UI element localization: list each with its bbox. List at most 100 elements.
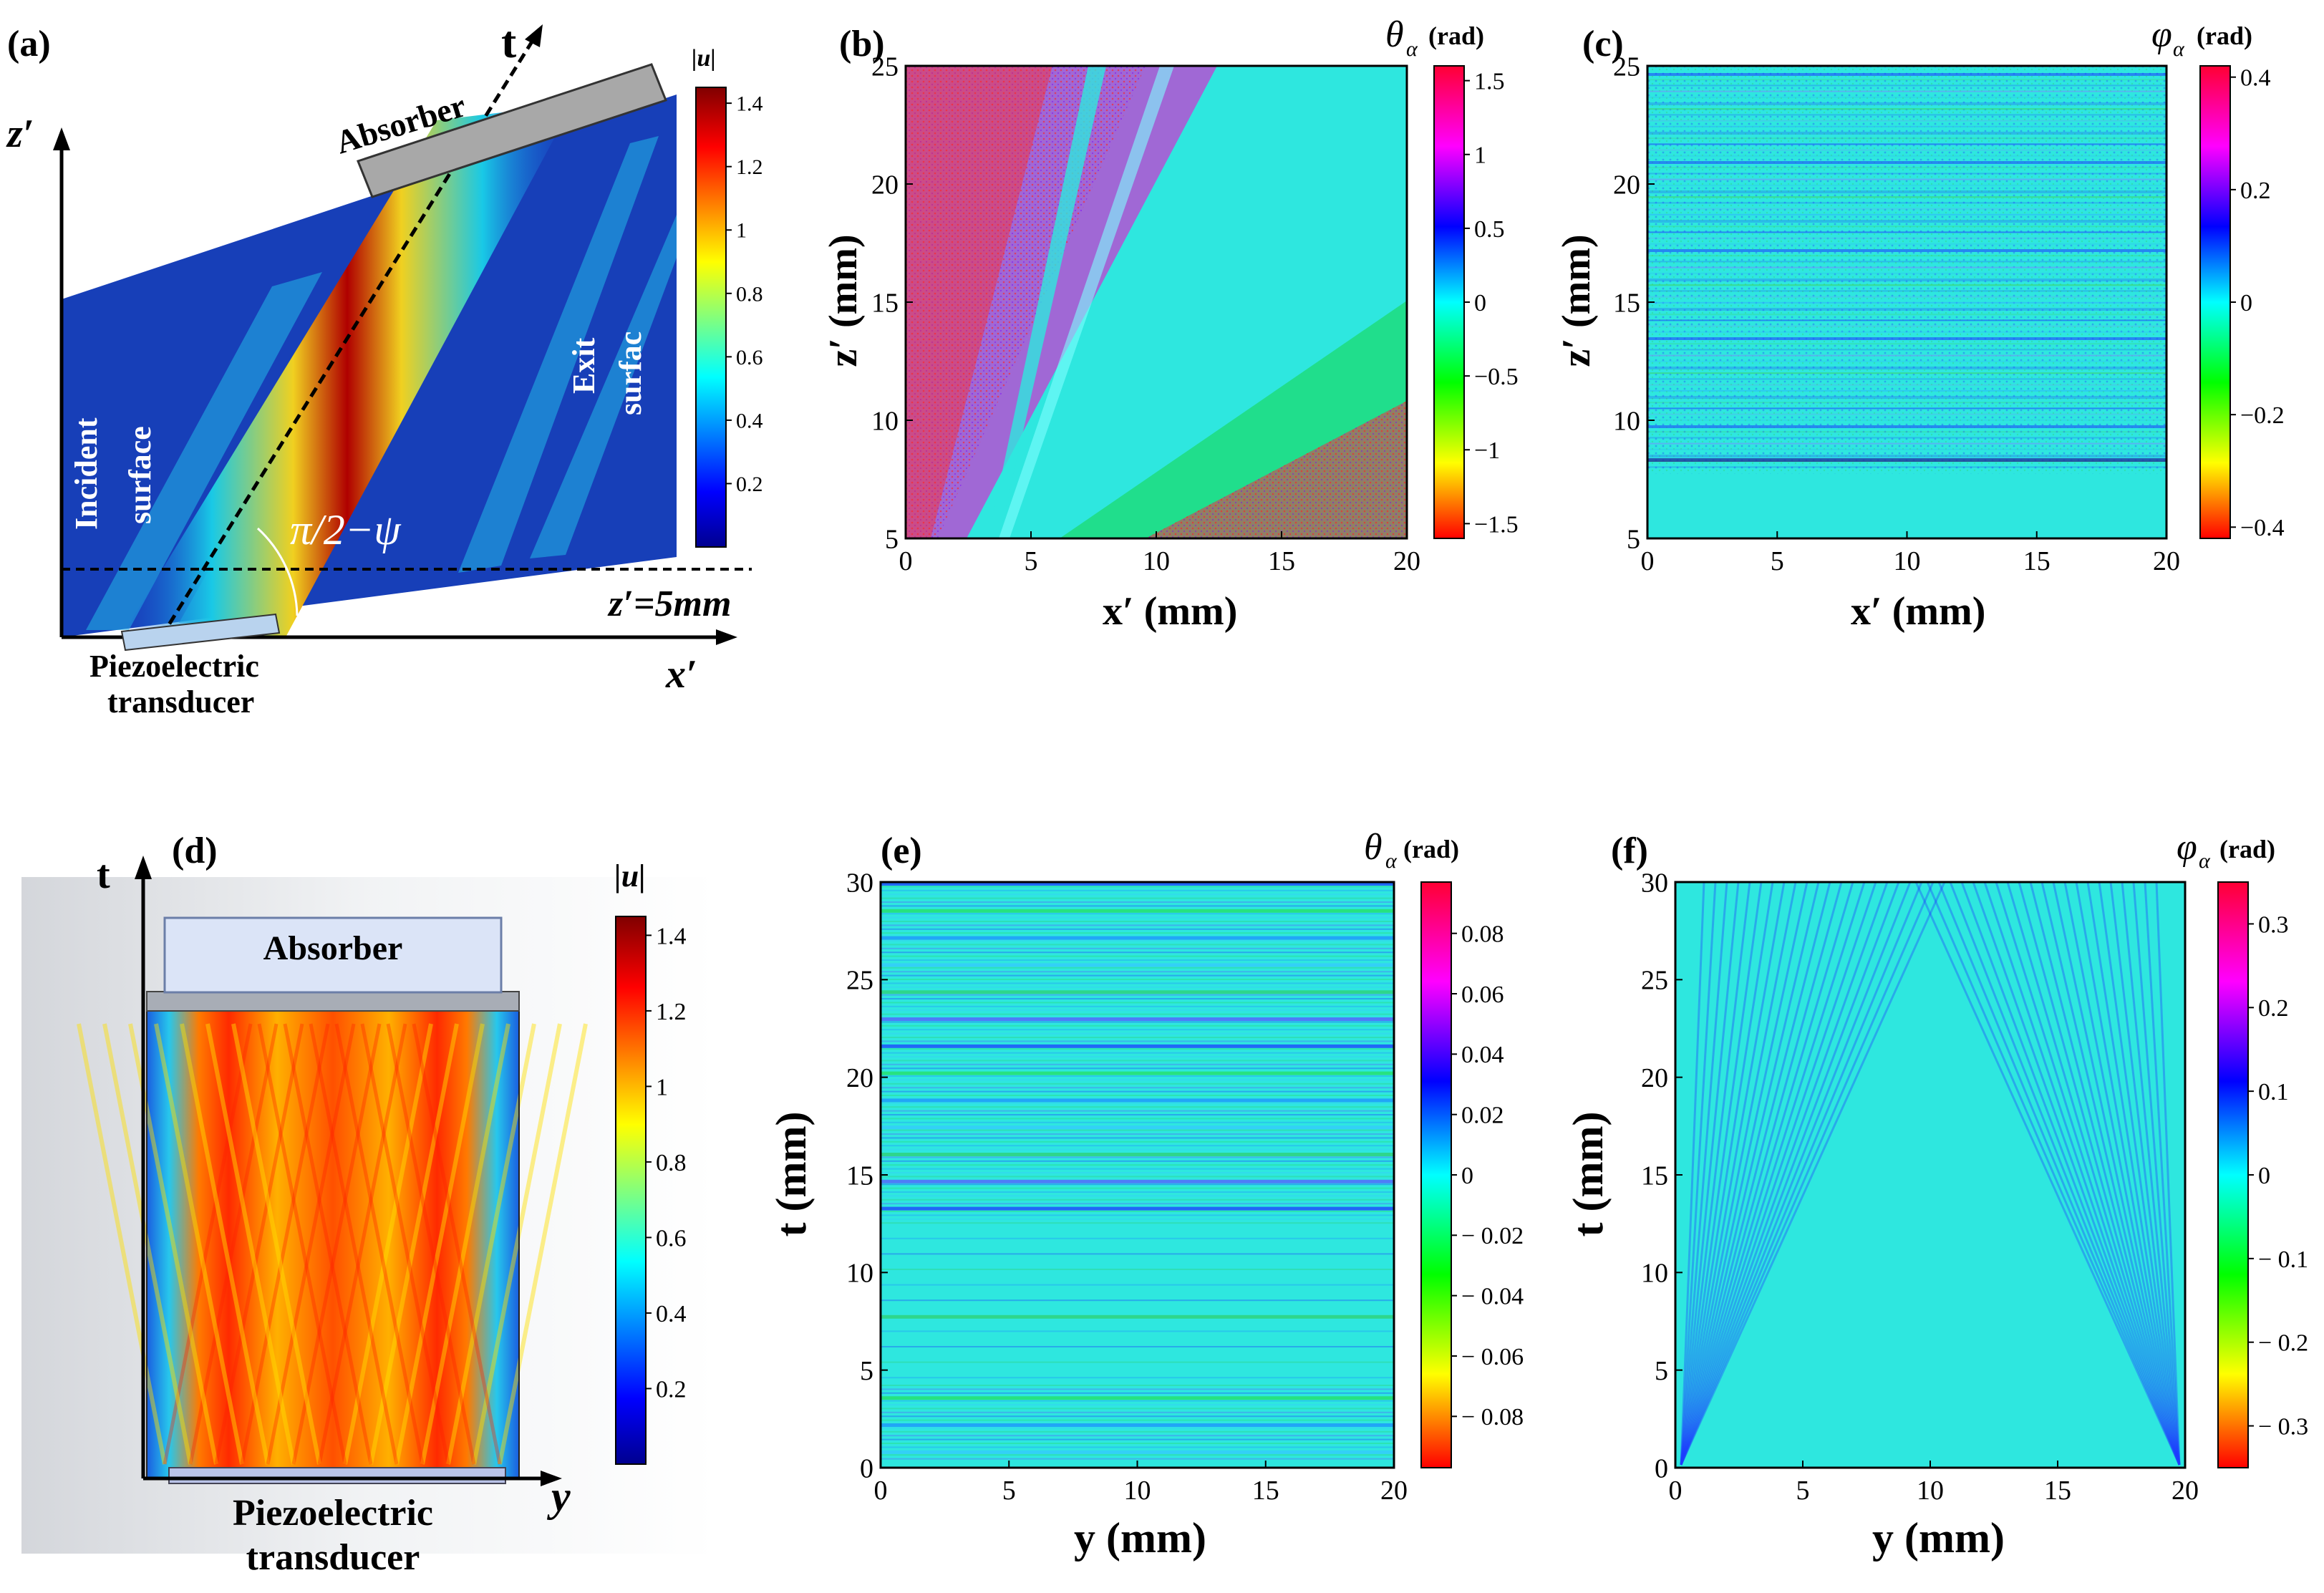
stripe <box>881 889 1394 891</box>
fan-line <box>2098 881 2181 1466</box>
y-tick-label: 20 <box>1641 1063 1668 1093</box>
heatmap-e <box>881 882 1394 1468</box>
stripe <box>1647 102 2166 105</box>
fan-line <box>1680 881 1717 1466</box>
stripe <box>881 1183 1394 1186</box>
stripe <box>1647 396 2166 399</box>
stripe <box>881 1067 1394 1070</box>
stripe <box>881 1060 1394 1062</box>
stripe <box>1647 149 2166 151</box>
colorbar-tick-label: 0.06 <box>1461 982 1504 1008</box>
y-tick-label: 20 <box>846 1063 873 1093</box>
stripe <box>881 1253 1394 1255</box>
stripe <box>881 1284 1394 1286</box>
colorbar-tick-label: 0 <box>2258 1163 2270 1189</box>
stripe <box>1647 255 2166 257</box>
heatmap-f <box>1675 882 2185 1468</box>
fan-line <box>154 1023 244 1465</box>
cb-sub-f: α <box>2199 849 2211 873</box>
stripe <box>1647 96 2166 98</box>
stripe <box>1647 249 2166 252</box>
z5-label-a: z′=5mm <box>607 584 731 624</box>
stripe <box>881 1361 1394 1363</box>
fan-line <box>1680 881 1763 1466</box>
stripe <box>1647 284 2166 286</box>
colorbar-tick-label: 0.6 <box>656 1225 687 1251</box>
stripe <box>1647 319 2166 321</box>
stripe <box>881 1415 1394 1418</box>
angle-label-a: π/2−ψ <box>290 506 402 553</box>
stripe <box>1647 161 2166 164</box>
stripe <box>881 1430 1394 1433</box>
y-tick-label: 15 <box>871 288 899 318</box>
panel-label-b: (b) <box>839 24 885 64</box>
colorbar-tick-label: 1.4 <box>736 92 763 116</box>
stripe <box>881 1121 1394 1123</box>
fan-line <box>1680 881 1751 1466</box>
x-axis-label-a: x′ <box>665 652 697 697</box>
stripe <box>881 1411 1394 1413</box>
colorbar-tick-label: 0 <box>1461 1163 1473 1189</box>
angle-arc-a <box>256 527 299 616</box>
stripe <box>881 1214 1394 1216</box>
stripe <box>881 1095 1394 1096</box>
ylabel-b: z′ (mm) <box>821 234 866 367</box>
stripe <box>881 882 1394 886</box>
colorbar-tick-label: − 0.1 <box>2258 1246 2308 1273</box>
stripe <box>881 963 1394 967</box>
incident-label-a: Incident <box>69 417 104 530</box>
cb-symbol-b: θ <box>1385 14 1404 55</box>
colorbar-tick-label: 0.02 <box>1461 1103 1504 1129</box>
colorbar-tick-label: 0.08 <box>1461 921 1504 948</box>
fan-line <box>1960 881 2181 1466</box>
cb-unit-e: (rad) <box>1403 835 1459 863</box>
fan-line <box>1995 881 2181 1466</box>
fan-line <box>180 1023 270 1465</box>
stripe <box>881 1025 1394 1027</box>
colorbar-tick-label: 1 <box>1474 142 1486 169</box>
fan-line <box>334 1023 425 1465</box>
stripe <box>881 1087 1394 1089</box>
cb-sub-e: α <box>1385 849 1398 873</box>
colorbar-tick-label: 0.04 <box>1461 1042 1504 1068</box>
stripe <box>881 1110 1394 1112</box>
colorbar-tick-label: 0.3 <box>2258 911 2289 938</box>
ylabel-e: t (mm) <box>768 1112 815 1237</box>
cb-symbol-f: φ <box>2177 827 2197 868</box>
colorbar-ticks-d: 1.4 1.2 1 0.8 0.6 0.4 0.2 <box>646 923 687 1403</box>
t-axis-label-d: t <box>97 853 110 897</box>
fan-line <box>1680 881 1900 1466</box>
stripe <box>881 1114 1394 1115</box>
stripe <box>881 1137 1394 1139</box>
stripe <box>1647 231 2166 233</box>
colorbar-tick-label: − 0.02 <box>1461 1223 1524 1249</box>
fan-line <box>283 1023 373 1465</box>
fan-line <box>472 1023 562 1465</box>
colorbar-c <box>2199 65 2231 539</box>
stripe <box>1647 314 2166 316</box>
stripe <box>1647 237 2166 239</box>
fan-line <box>1680 881 1854 1466</box>
stripe <box>1647 325 2166 327</box>
transducer-a <box>120 613 281 652</box>
stripe <box>1647 125 2166 127</box>
colorbar-b <box>1433 65 1465 539</box>
stripe <box>1647 367 2166 369</box>
fan-line <box>1983 881 2181 1466</box>
z-axis-label-a: z′ <box>6 112 34 156</box>
fan-line <box>1937 881 2181 1466</box>
fan-line <box>309 1023 399 1465</box>
y-tick-label: 25 <box>871 52 899 82</box>
x-tick-label: 15 <box>1268 546 1295 576</box>
fan-line <box>291 1023 382 1465</box>
stripes-e <box>881 882 1394 1460</box>
stripe <box>1647 114 2166 116</box>
y-tick-label: 5 <box>1655 1356 1668 1386</box>
y-tick-label: 0 <box>860 1453 873 1483</box>
x-tick-label: 5 <box>1796 1476 1810 1506</box>
stripe <box>1647 155 2166 157</box>
stripe <box>881 1443 1394 1444</box>
stripe <box>1647 84 2166 87</box>
axes-e: 0 5 10 15 20 0 5 10 15 20 25 30 <box>846 868 1408 1506</box>
